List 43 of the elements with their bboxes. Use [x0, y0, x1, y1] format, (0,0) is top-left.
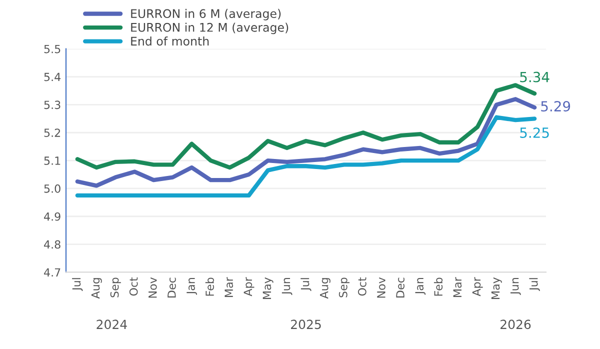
- x-tick-label: Dec: [168, 278, 176, 298]
- text: 2024: [96, 320, 127, 330]
- x-tick-label: Sep: [110, 278, 121, 298]
- x-tick-label: Mar: [453, 277, 462, 297]
- x-tick-label: Jun: [282, 278, 292, 296]
- x-tick-label: Apr: [244, 277, 254, 296]
- y-tick-label: 5.5: [44, 44, 60, 54]
- x-tick-label: Jul: [529, 278, 540, 292]
- x-tick-label: Jun: [510, 278, 521, 296]
- y-tick-label: 4.7: [44, 268, 60, 276]
- x-tick-label: Sep: [338, 278, 350, 298]
- y-tick-label: 4.9: [44, 212, 60, 221]
- x-tick-label: May: [262, 277, 274, 299]
- data-label: 5.34: [520, 72, 550, 82]
- x-tick-label: Oct: [129, 277, 138, 296]
- x-tick-label: Apr: [472, 277, 483, 296]
- legend-label: EURRON in 6 M (average): [131, 8, 281, 20]
- data-label: 5.29: [541, 101, 570, 112]
- x-tick-label: Feb: [434, 278, 443, 296]
- x-tick-label: Jul: [300, 278, 312, 292]
- text: 2026: [500, 320, 531, 330]
- x-tick-label: Jan: [186, 278, 198, 295]
- y-tick-label: 4.8: [44, 240, 60, 249]
- y-tick-label: 5.0: [44, 184, 60, 193]
- text: 2025: [291, 320, 321, 330]
- legend-label: EURRON in 12 M (average): [131, 22, 288, 34]
- x-tick-label: Dec: [396, 278, 404, 298]
- x-tick-label: Jul: [72, 278, 83, 292]
- legend-label: End of month: [131, 36, 209, 46]
- x-tick-label: Mar: [224, 277, 234, 297]
- y-tick-label: 5.2: [44, 128, 60, 137]
- x-tick-label: Oct: [358, 277, 366, 296]
- x-tick-label: Nov: [377, 277, 386, 298]
- x-tick-label: Aug: [320, 278, 330, 299]
- y-tick-label: 5.4: [44, 72, 61, 82]
- x-tick-label: May: [491, 277, 502, 299]
- x-tick-label: Jan: [415, 278, 426, 295]
- y-tick-label: 5.1: [44, 156, 60, 165]
- y-tick-label: 5.3: [44, 100, 60, 110]
- data-label: 5.25: [520, 127, 549, 138]
- x-tick-label: Feb: [205, 278, 214, 296]
- x-tick-label: Nov: [148, 277, 157, 298]
- x-tick-label: Aug: [91, 278, 102, 299]
